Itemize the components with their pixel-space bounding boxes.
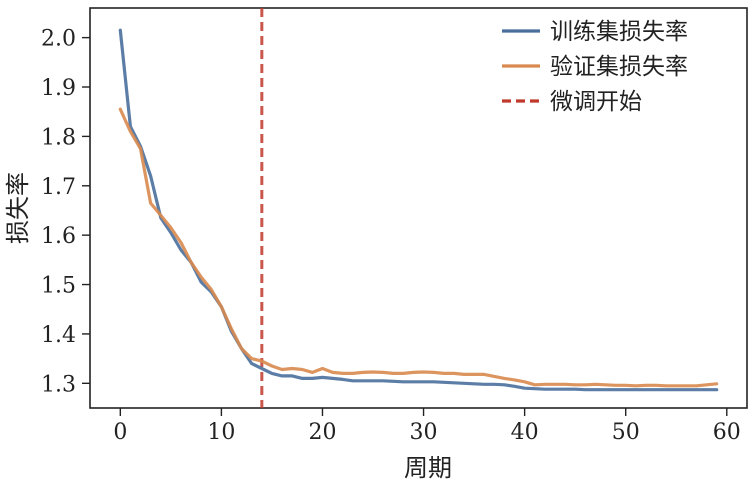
legend-fine-tune-start-label: 微调开始 [550, 89, 642, 115]
y-tick-label: 1.3 [41, 372, 76, 397]
y-tick-label: 1.6 [41, 224, 76, 249]
val-loss-line [118, 107, 719, 388]
y-tick-label: 1.8 [41, 125, 76, 150]
y-axis: 1.3 1.4 1.5 1.6 1.7 1.8 1.9 2.0 [41, 27, 90, 397]
x-tick-label: 60 [713, 420, 741, 445]
x-tick-label: 40 [511, 420, 539, 445]
x-tick-label: 0 [113, 420, 127, 445]
x-tick-label: 30 [410, 420, 438, 445]
x-tick-label: 20 [308, 420, 336, 445]
legend-train-loss-label: 训练集损失率 [550, 19, 688, 45]
legend-val-loss-label: 验证集损失率 [550, 54, 688, 80]
y-tick-label: 2.0 [41, 27, 76, 52]
y-tick-label: 1.9 [41, 76, 76, 101]
x-tick-label: 50 [612, 420, 640, 445]
y-tick-label: 1.7 [41, 175, 76, 200]
x-axis-label: 周期 [404, 454, 452, 482]
y-axis-label: 损失率 [4, 172, 32, 244]
train-loss-line [118, 28, 719, 392]
x-axis: 0 10 20 30 40 50 60 [113, 408, 741, 445]
y-tick-label: 1.5 [41, 274, 76, 299]
x-tick-label: 10 [207, 420, 235, 445]
y-tick-label: 1.4 [41, 323, 76, 348]
plot-area [89, 7, 748, 409]
series-layer [118, 28, 719, 392]
